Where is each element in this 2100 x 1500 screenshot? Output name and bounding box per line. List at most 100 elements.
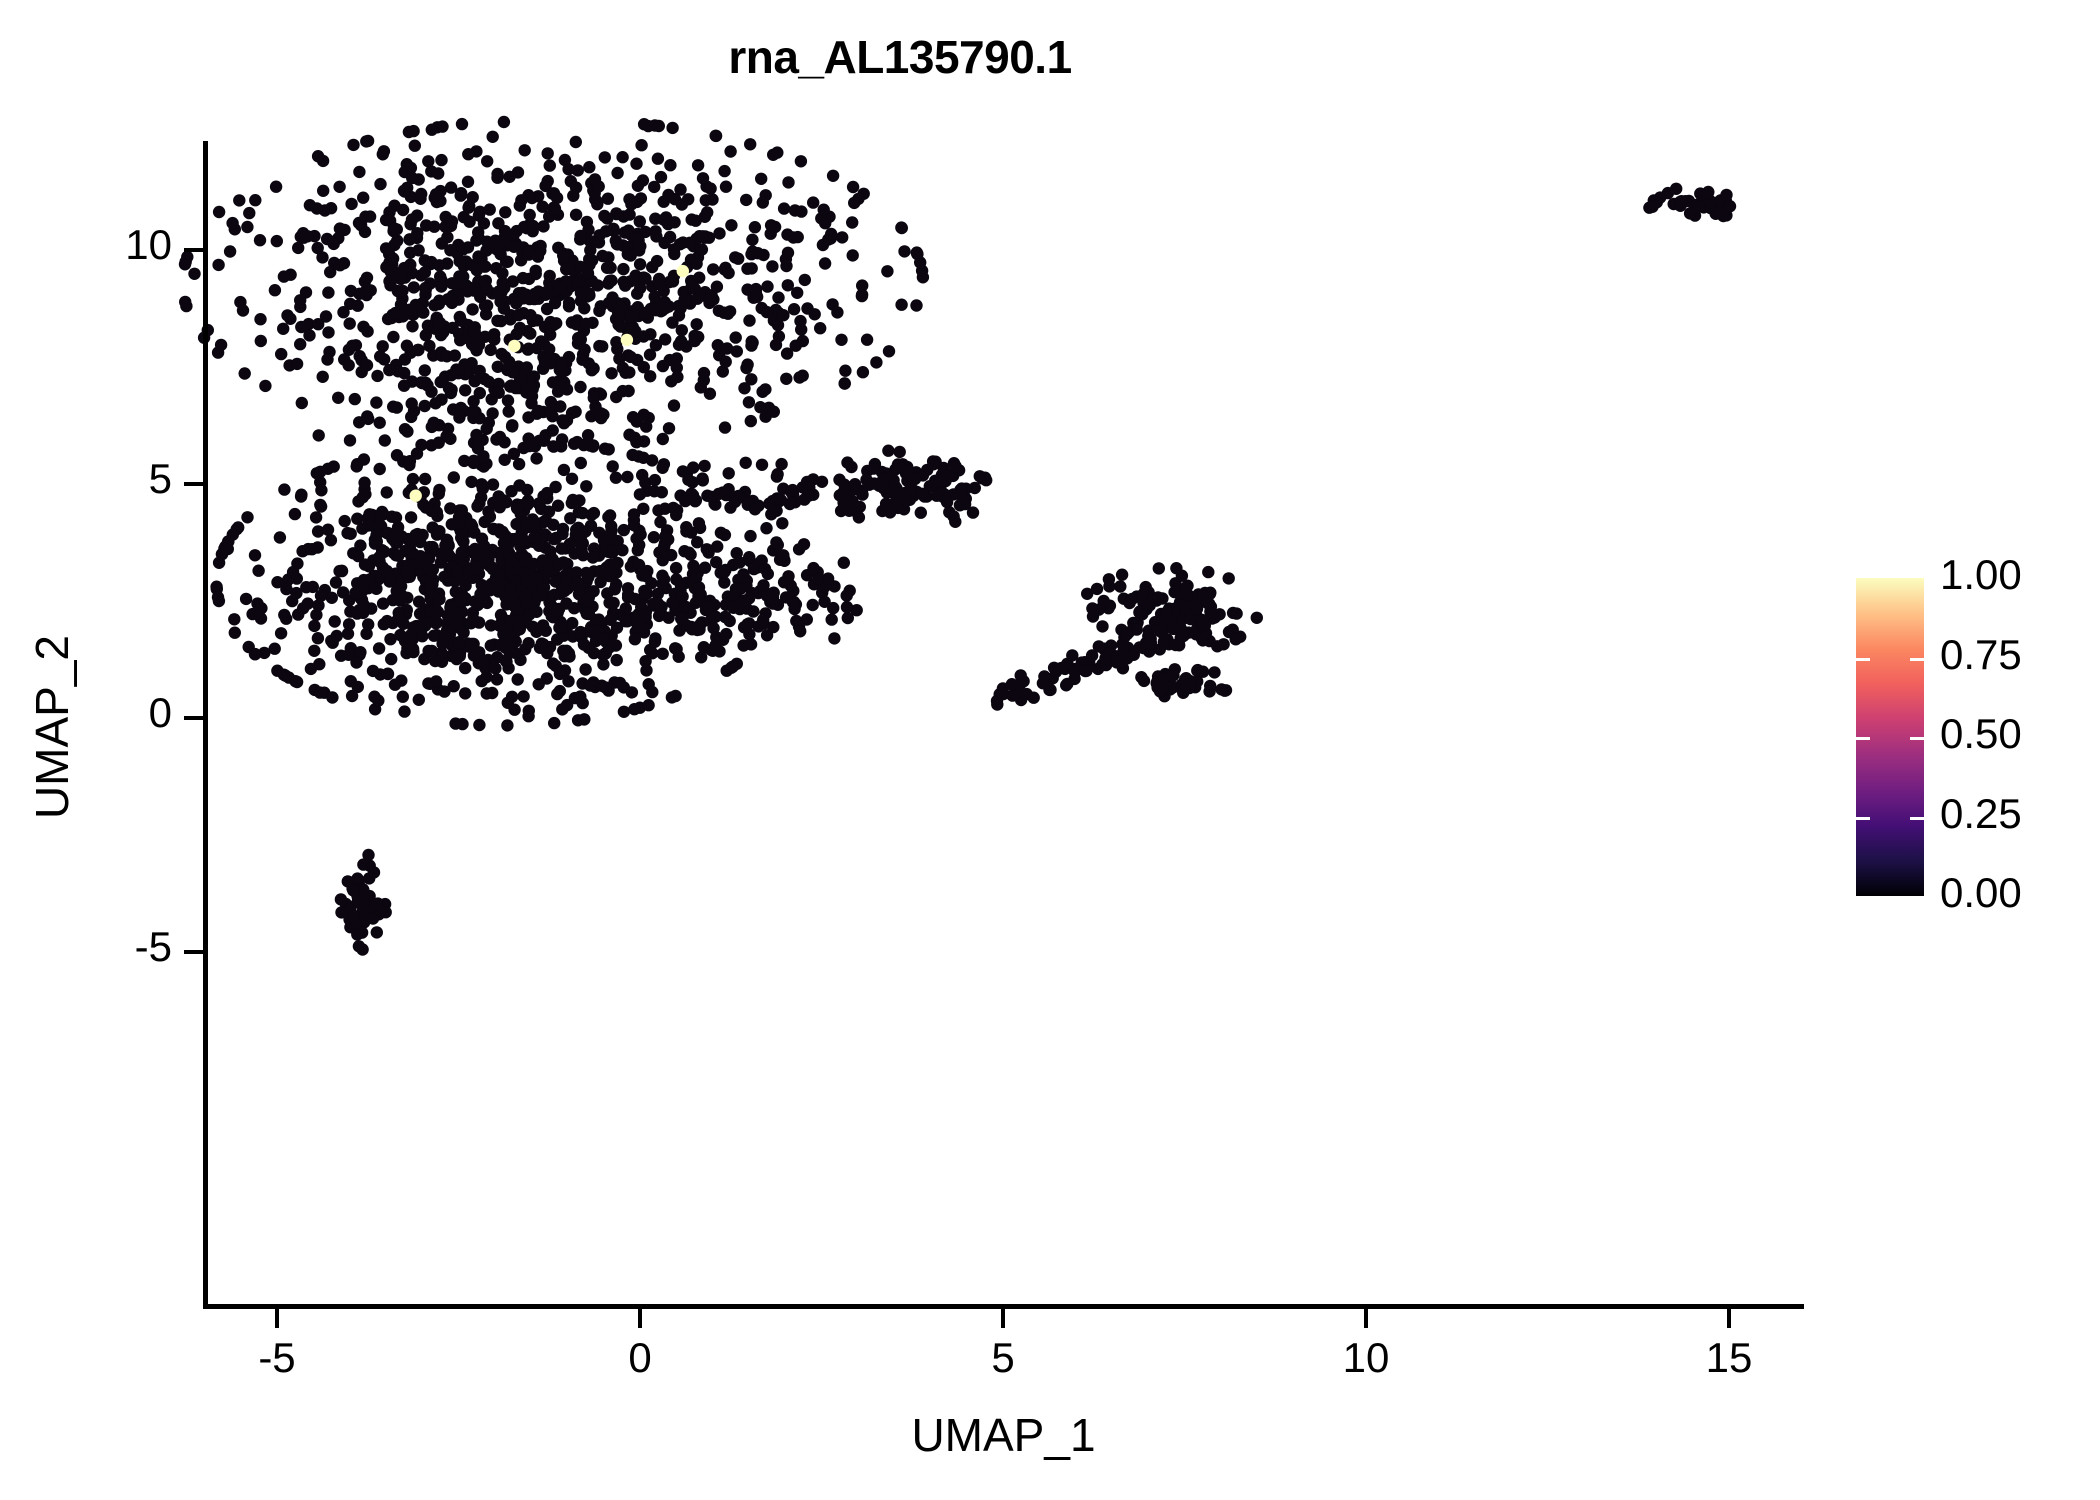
scatter-point — [841, 611, 854, 625]
scatter-point — [292, 608, 305, 621]
scatter-point — [755, 458, 769, 471]
scatter-point — [373, 551, 386, 564]
scatter-point — [860, 473, 873, 486]
scatter-point — [420, 219, 433, 232]
scatter-point — [445, 215, 459, 228]
scatter-point — [468, 375, 481, 388]
scatter-point — [670, 642, 683, 656]
scatter-point — [357, 858, 370, 871]
scatter-point — [631, 287, 644, 300]
scatter-point — [756, 196, 769, 209]
scatter-point — [517, 441, 530, 455]
scatter-point — [510, 328, 523, 341]
scatter-point — [757, 613, 770, 627]
scatter-point — [576, 696, 589, 710]
scatter-point — [377, 145, 391, 158]
scatter-point — [614, 301, 627, 315]
scatter-point — [355, 365, 368, 379]
scatter-point — [253, 234, 267, 247]
scatter-point — [309, 511, 323, 524]
scatter-point — [679, 494, 692, 508]
scatter-point — [377, 618, 390, 631]
scatter-point — [565, 406, 579, 420]
scatter-point — [1653, 191, 1667, 204]
scatter-point — [1126, 592, 1139, 606]
x-tick-mark — [1364, 1309, 1368, 1328]
scatter-point — [438, 685, 451, 698]
colorbar-tick-mark — [1910, 657, 1924, 661]
scatter-point — [342, 343, 356, 356]
scatter-point — [646, 685, 659, 699]
scatter-point — [363, 508, 376, 521]
scatter-point — [760, 629, 774, 642]
scatter-point — [423, 339, 436, 353]
scatter-point — [406, 171, 419, 185]
scatter-point — [772, 291, 785, 304]
scatter-point — [467, 612, 480, 626]
scatter-point — [507, 240, 521, 253]
scatter-point — [669, 689, 682, 703]
scatter-point — [626, 411, 640, 424]
scatter-point — [850, 604, 863, 617]
scatter-point — [1179, 581, 1193, 595]
scatter-point — [801, 489, 815, 502]
scatter-point — [555, 542, 568, 555]
scatter-point — [731, 490, 744, 503]
scatter-point — [670, 361, 683, 374]
scatter-point — [501, 696, 514, 709]
scatter-point — [628, 431, 641, 444]
scatter-point — [718, 421, 732, 434]
scatter-point — [354, 539, 367, 552]
scatter-point — [473, 364, 486, 378]
scatter-point — [846, 180, 860, 194]
scatter-point — [532, 404, 545, 418]
scatter-point — [812, 572, 825, 585]
scatter-point — [624, 249, 637, 262]
x-axis-title: UMAP_1 — [911, 1409, 1096, 1461]
scatter-point — [472, 226, 485, 239]
scatter-point — [557, 247, 570, 260]
scatter-point — [433, 483, 446, 497]
scatter-point — [332, 391, 345, 404]
scatter-point — [370, 396, 383, 409]
scatter-point — [329, 576, 343, 589]
scatter-point — [544, 328, 557, 341]
scatter-point — [311, 150, 325, 163]
scatter-point — [455, 531, 468, 544]
scatter-point — [577, 438, 590, 452]
scatter-point — [1160, 606, 1173, 619]
scatter-point — [616, 544, 629, 557]
scatter-point — [537, 581, 551, 594]
scatter-point — [631, 179, 645, 192]
scatter-point — [461, 175, 475, 188]
scatter-point — [691, 292, 704, 305]
scatter-point — [387, 330, 400, 344]
scatter-point — [360, 271, 374, 284]
scatter-point — [484, 343, 497, 357]
scatter-point — [179, 295, 192, 309]
scatter-point — [638, 584, 651, 598]
scatter-point — [367, 866, 381, 879]
scatter-point — [697, 366, 711, 380]
scatter-point — [1104, 639, 1118, 652]
scatter-point — [362, 573, 376, 586]
scatter-point — [610, 207, 623, 220]
scatter-point — [627, 519, 641, 532]
scatter-point — [628, 633, 642, 646]
scatter-point — [601, 587, 614, 600]
x-tick-label: 15 — [1705, 1334, 1753, 1381]
scatter-point — [955, 482, 968, 495]
scatter-point — [1133, 641, 1146, 654]
scatter-point — [322, 286, 335, 299]
scatter-point — [445, 383, 458, 396]
scatter-point — [381, 667, 395, 681]
scatter-point — [1229, 633, 1242, 646]
scatter-point — [342, 618, 356, 631]
scatter-point — [398, 366, 411, 380]
scatter-point — [324, 265, 337, 279]
scatter-point — [687, 559, 700, 573]
scatter-point — [391, 234, 404, 247]
scatter-point — [212, 258, 225, 272]
scatter-point — [616, 384, 629, 398]
scatter-point — [565, 472, 579, 485]
